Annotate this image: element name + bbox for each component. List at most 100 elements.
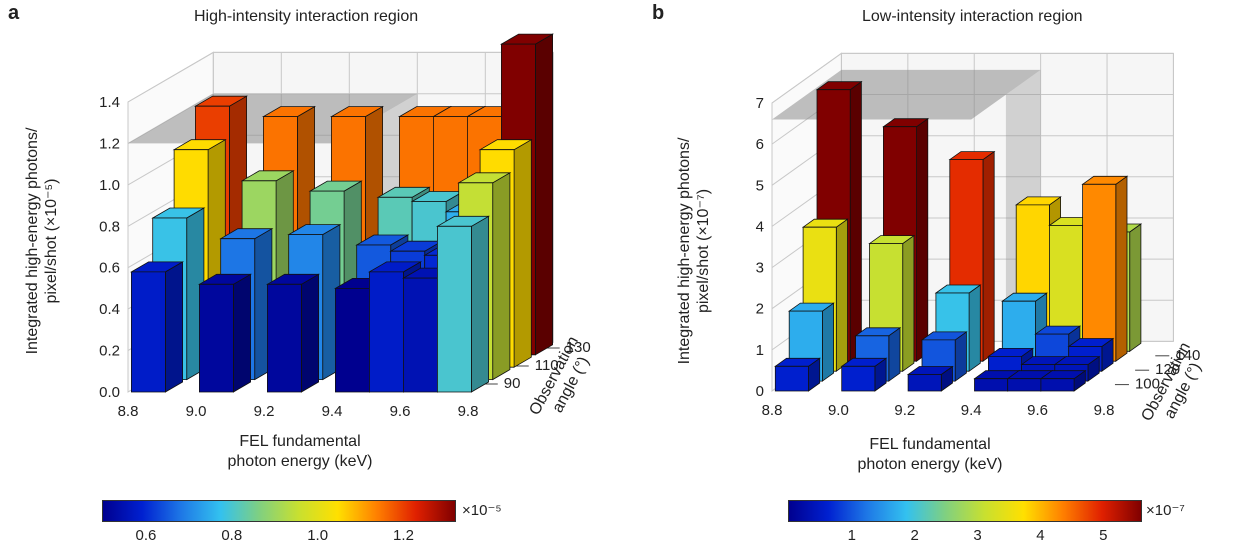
bar-side — [232, 273, 252, 393]
colorbar-tick-label: 3 — [973, 527, 982, 544]
bar-side — [954, 331, 967, 382]
y-tick-label: 0.2 — [99, 343, 120, 360]
bar-front — [907, 374, 942, 392]
colorbar-exponent: ×10⁻⁷ — [1146, 502, 1185, 519]
bar-side — [916, 117, 929, 362]
x-axis-label-line1: FEL fundamental — [869, 436, 991, 453]
bar-side — [1115, 175, 1128, 362]
x-tick-label: 9.4 — [961, 402, 982, 419]
y-tick-label: 4 — [756, 218, 764, 235]
colorbar: 1 2 3 4 5 — [788, 500, 1142, 544]
colorbar-tick-label: 1.2 — [393, 527, 414, 544]
panel-a: a High-intensity interaction region 0.0 0… — [8, 2, 593, 544]
x-tick-label: 9.4 — [322, 403, 343, 420]
bar-side — [492, 172, 511, 381]
colorbar: 0.6 0.8 1.0 1.2 — [102, 500, 456, 544]
colorbar-tick-label: 4 — [1036, 527, 1045, 544]
bar-side — [888, 327, 901, 382]
x-tick-label: 9.6 — [390, 403, 411, 420]
bar-front — [1007, 378, 1042, 392]
y-tick-label: 0.8 — [99, 218, 120, 235]
colorbar-tick-label: 5 — [1099, 527, 1108, 544]
bar-front — [436, 225, 472, 393]
x-tick-label: 9.0 — [186, 403, 207, 420]
bar-front — [198, 283, 234, 393]
z-tick-label: 100 — [1135, 376, 1160, 393]
bar-front — [841, 365, 876, 392]
bar-front — [1040, 378, 1075, 392]
y-axis-label: Integrated high-energy photons/ pixel/sh… — [24, 127, 60, 355]
bar-front — [130, 271, 166, 393]
x-tick-label: 9.2 — [894, 402, 915, 419]
bar-side — [982, 150, 995, 362]
chart-title: Low-intensity interaction region — [862, 8, 1083, 25]
bar-side — [513, 139, 532, 368]
panel-b: b Low-intensity interaction region 0 1 2 3 4… — [640, 0, 1240, 551]
bar — [197, 273, 253, 393]
y-tick-label: 0.0 — [99, 384, 120, 401]
x-axis-label-line1: FEL fundamental — [239, 433, 361, 450]
bar-side — [835, 218, 848, 372]
z-tick-label: 130 — [566, 339, 591, 356]
y-tick-label: 3 — [756, 260, 764, 277]
bar — [1039, 369, 1087, 392]
bar-front — [266, 283, 302, 393]
x-axis-label: FEL fundamental photon energy (keV) — [215, 432, 385, 472]
bar — [774, 357, 821, 392]
bar-side — [535, 33, 553, 356]
chart-3d-bars-a: 0.0 0.2 0.4 0.6 0.8 1.0 1.2 1.4 8.8 9.0 9.2 9.4 9.6 9… — [99, 33, 591, 420]
z-tick-label: 120 — [1155, 361, 1180, 378]
bar — [129, 261, 185, 393]
z-tick-label: 140 — [1175, 347, 1200, 364]
colorbar-tick-label: 1 — [847, 527, 857, 544]
bar-side — [849, 80, 862, 362]
x-tick-label: 8.8 — [762, 402, 783, 419]
x-tick-label: 8.8 — [118, 403, 139, 420]
bar-side — [821, 302, 835, 382]
bar — [906, 365, 954, 392]
x-tick-label: 9.8 — [1094, 402, 1115, 419]
x-tick-label: 9.8 — [458, 403, 479, 420]
y-tick-label: 1.0 — [99, 177, 120, 194]
y-tick-label: 5 — [756, 177, 764, 194]
y-tick-label: 1 — [756, 342, 764, 359]
bar — [1081, 175, 1129, 362]
bar — [265, 273, 321, 393]
bar-front — [368, 271, 404, 393]
x-axis-label-line2: photon energy (keV) — [227, 453, 373, 470]
x-tick-label: 9.2 — [254, 403, 275, 420]
colorbar-tick-label: 0.8 — [221, 527, 243, 544]
bar-front — [974, 378, 1009, 392]
x-tick-label: 9.6 — [1027, 402, 1048, 419]
bar-side — [164, 261, 184, 393]
colorbar-tick-label: 1.0 — [307, 527, 329, 544]
chart-title: High-intensity interaction region — [194, 8, 419, 25]
y-tick-label: 0.4 — [99, 301, 120, 318]
y-tick-label: 1.2 — [99, 135, 120, 152]
x-axis-label-line2: photon energy (keV) — [857, 456, 1003, 473]
bar-front — [334, 287, 370, 393]
panel-letter: a — [8, 2, 20, 24]
y-tick-label: 1.4 — [99, 94, 120, 111]
z-tick-label: 90 — [504, 375, 521, 392]
bar-side — [300, 273, 320, 393]
colorbar-exponent: ×10⁻⁵ — [462, 502, 502, 519]
z-tick-label: 110 — [535, 357, 559, 374]
x-tick-label: 9.0 — [828, 402, 849, 419]
y-axis-label: Integrated high-energy photons/ pixel/sh… — [676, 137, 712, 365]
y-tick-label: 0 — [756, 383, 764, 400]
bar-front — [1082, 183, 1117, 362]
panel-letter: b — [652, 2, 665, 24]
bar-front — [402, 277, 438, 393]
colorbar-tick-label: 0.6 — [135, 527, 157, 544]
bar — [435, 215, 491, 393]
colorbar-tick-label: 2 — [910, 527, 919, 544]
y-tick-label: 0.6 — [99, 260, 120, 277]
bar-side — [968, 284, 981, 372]
bar-side — [470, 215, 490, 393]
bar — [840, 357, 888, 392]
y-tick-label: 2 — [756, 301, 764, 318]
y-tick-label: 7 — [756, 95, 764, 112]
bar-side — [1129, 223, 1142, 353]
